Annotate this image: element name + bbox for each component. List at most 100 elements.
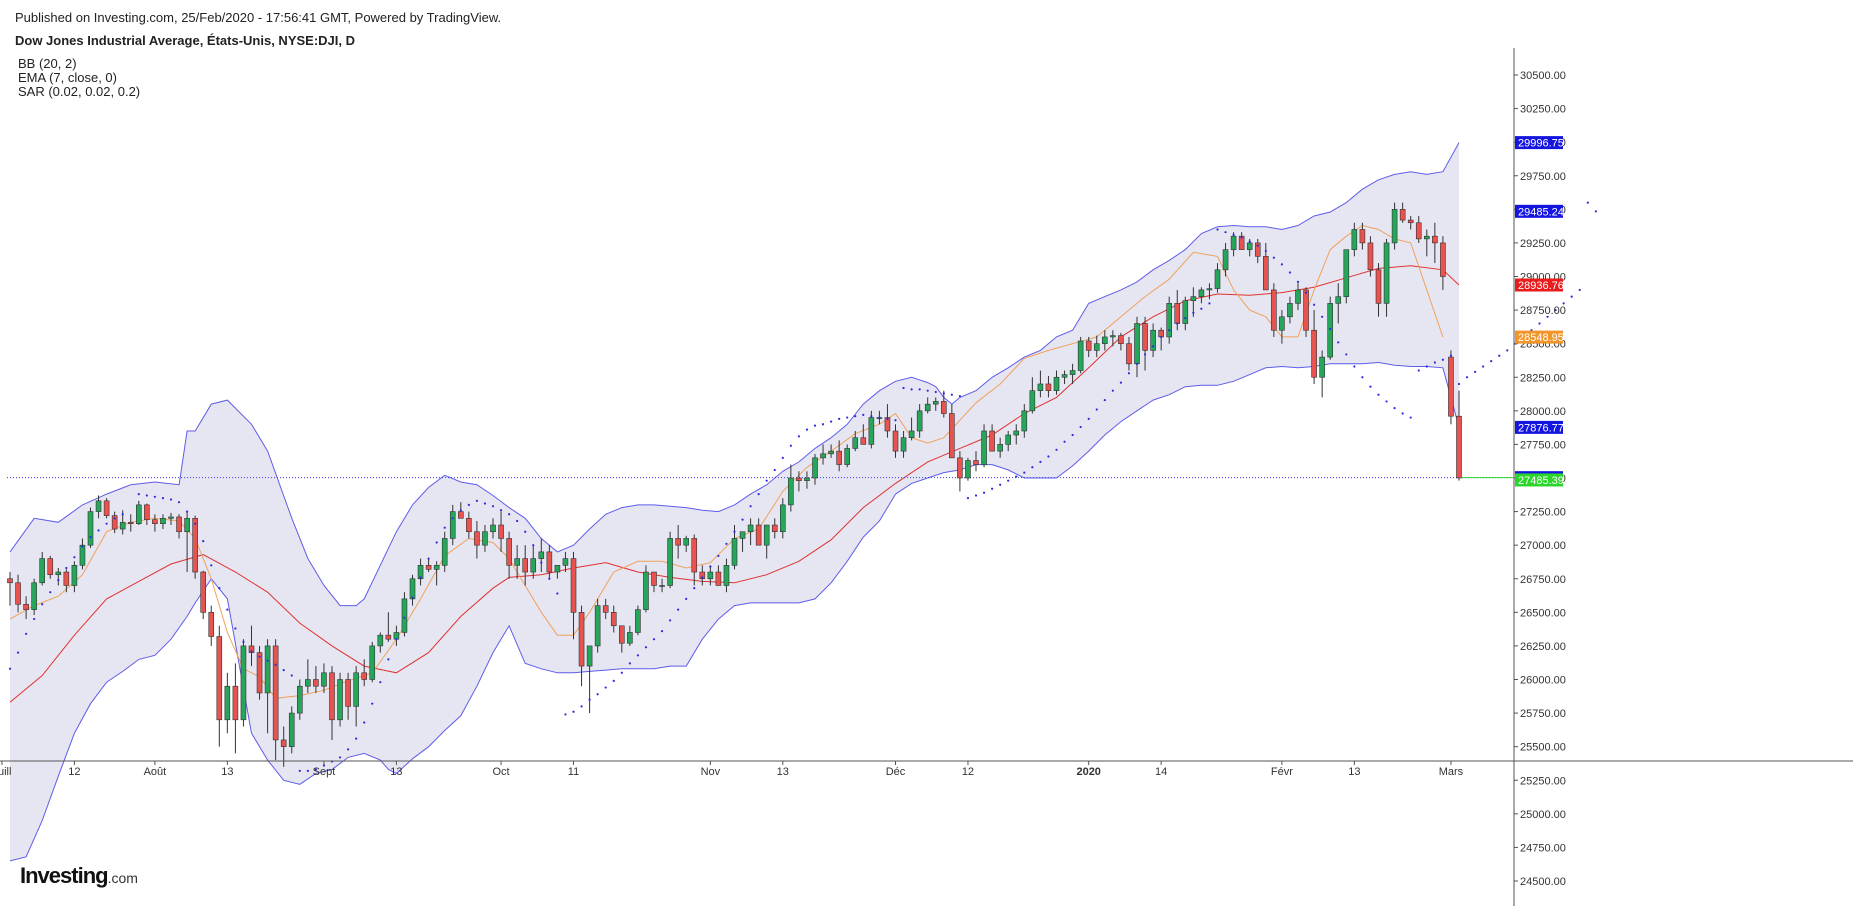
candle bbox=[1351, 222, 1358, 257]
sar-dot bbox=[1071, 433, 1074, 437]
candle-body bbox=[868, 417, 875, 445]
x-tick-label: 13 bbox=[390, 766, 402, 778]
candle bbox=[264, 639, 271, 734]
candle-body bbox=[168, 516, 174, 519]
sar-dot bbox=[105, 522, 108, 525]
y-tick-label: 24750.00 bbox=[1520, 842, 1566, 854]
candle bbox=[71, 561, 78, 593]
candle bbox=[216, 625, 223, 747]
candle bbox=[1335, 283, 1342, 324]
x-tick-label: Nov bbox=[701, 766, 721, 778]
sar-dot bbox=[121, 513, 124, 516]
candle bbox=[1214, 263, 1221, 293]
sar-dot bbox=[1176, 322, 1179, 325]
sar-dot bbox=[443, 526, 446, 529]
candle bbox=[1013, 424, 1020, 445]
candle-body bbox=[39, 558, 46, 584]
candle-body bbox=[651, 571, 657, 586]
candle bbox=[1077, 336, 1084, 374]
sar-dot bbox=[1345, 353, 1348, 356]
price-label-box bbox=[1515, 420, 1563, 434]
candle-body bbox=[1440, 242, 1446, 277]
candle bbox=[95, 495, 102, 519]
candle-body bbox=[1343, 249, 1350, 297]
candle bbox=[353, 666, 359, 727]
sar-dot bbox=[677, 608, 680, 611]
bb-upper-line bbox=[9, 142, 1460, 607]
candle-body bbox=[152, 519, 158, 524]
candle bbox=[602, 598, 609, 620]
y-tick-label: 27250.00 bbox=[1520, 507, 1566, 519]
candle-body bbox=[1335, 296, 1342, 304]
candle bbox=[1303, 287, 1309, 337]
candle-body bbox=[1085, 340, 1092, 351]
candle bbox=[23, 596, 29, 620]
candle bbox=[127, 514, 134, 532]
sar-dot bbox=[242, 640, 245, 643]
y-tick-label: 28000.00 bbox=[1520, 406, 1566, 418]
candle bbox=[305, 659, 311, 693]
sar-dot bbox=[540, 561, 543, 564]
sar-dot bbox=[709, 565, 712, 568]
candle-body bbox=[1456, 415, 1462, 479]
y-tick-label: 25750.00 bbox=[1520, 708, 1566, 720]
sar-dot bbox=[137, 493, 140, 496]
candle-body bbox=[884, 417, 891, 432]
sar-dot bbox=[725, 542, 728, 545]
candle-body bbox=[1013, 430, 1020, 436]
sar-dot bbox=[830, 420, 833, 423]
sar-dot bbox=[693, 587, 696, 590]
candle-body bbox=[997, 444, 1003, 452]
candle-body bbox=[216, 636, 223, 721]
sar-dot bbox=[870, 415, 873, 418]
candle-body bbox=[1424, 235, 1430, 240]
candle-body bbox=[989, 430, 995, 452]
sar-dot bbox=[797, 435, 801, 438]
candle-body bbox=[610, 612, 617, 627]
sar-dot bbox=[113, 517, 116, 520]
candle bbox=[667, 531, 673, 589]
sar-dot bbox=[1023, 471, 1026, 474]
sar-dot bbox=[1079, 425, 1082, 429]
candle bbox=[924, 397, 931, 414]
indicator-sar[interactable]: SAR (0.02, 0.02, 0.2) bbox=[18, 84, 141, 99]
candle-body bbox=[1198, 289, 1205, 297]
candle bbox=[1367, 236, 1374, 277]
sar-dot bbox=[1401, 412, 1404, 415]
candle-body bbox=[1271, 289, 1277, 331]
sar-dot bbox=[749, 505, 752, 508]
sar-dot bbox=[1361, 376, 1364, 379]
y-tick-label: 25500.00 bbox=[1520, 742, 1566, 754]
sar-dot bbox=[298, 769, 301, 772]
indicator-bb[interactable]: BB (20, 2) bbox=[18, 56, 77, 71]
candle-body bbox=[417, 565, 424, 580]
candle bbox=[1150, 323, 1156, 358]
sar-dot bbox=[1369, 385, 1372, 388]
candle-body bbox=[449, 511, 456, 539]
sar-dot bbox=[1385, 400, 1388, 403]
sar-dot bbox=[1055, 448, 1058, 451]
candle-body bbox=[1037, 383, 1044, 391]
candle-body bbox=[1222, 249, 1229, 271]
bb-lower-line bbox=[9, 361, 1460, 862]
sar-dot bbox=[1433, 361, 1436, 364]
candle bbox=[160, 514, 166, 530]
indicator-ema[interactable]: EMA (7, close, 0) bbox=[18, 70, 117, 85]
sar-dot bbox=[572, 710, 575, 713]
candle-body bbox=[1182, 300, 1189, 324]
candle bbox=[200, 570, 206, 620]
candle-body bbox=[1053, 376, 1060, 391]
candle-body bbox=[353, 672, 359, 707]
candle-body bbox=[296, 685, 303, 714]
x-tick-label: Juill bbox=[0, 766, 11, 778]
candle bbox=[691, 534, 698, 586]
candle-body bbox=[1319, 356, 1325, 378]
sar-dot bbox=[1296, 280, 1300, 283]
candle-body bbox=[1295, 289, 1301, 304]
price-label-box bbox=[1515, 330, 1563, 344]
candle-body bbox=[731, 538, 738, 566]
candle-body bbox=[23, 603, 29, 610]
candle-body bbox=[1174, 303, 1181, 324]
candle-body bbox=[1367, 242, 1374, 271]
